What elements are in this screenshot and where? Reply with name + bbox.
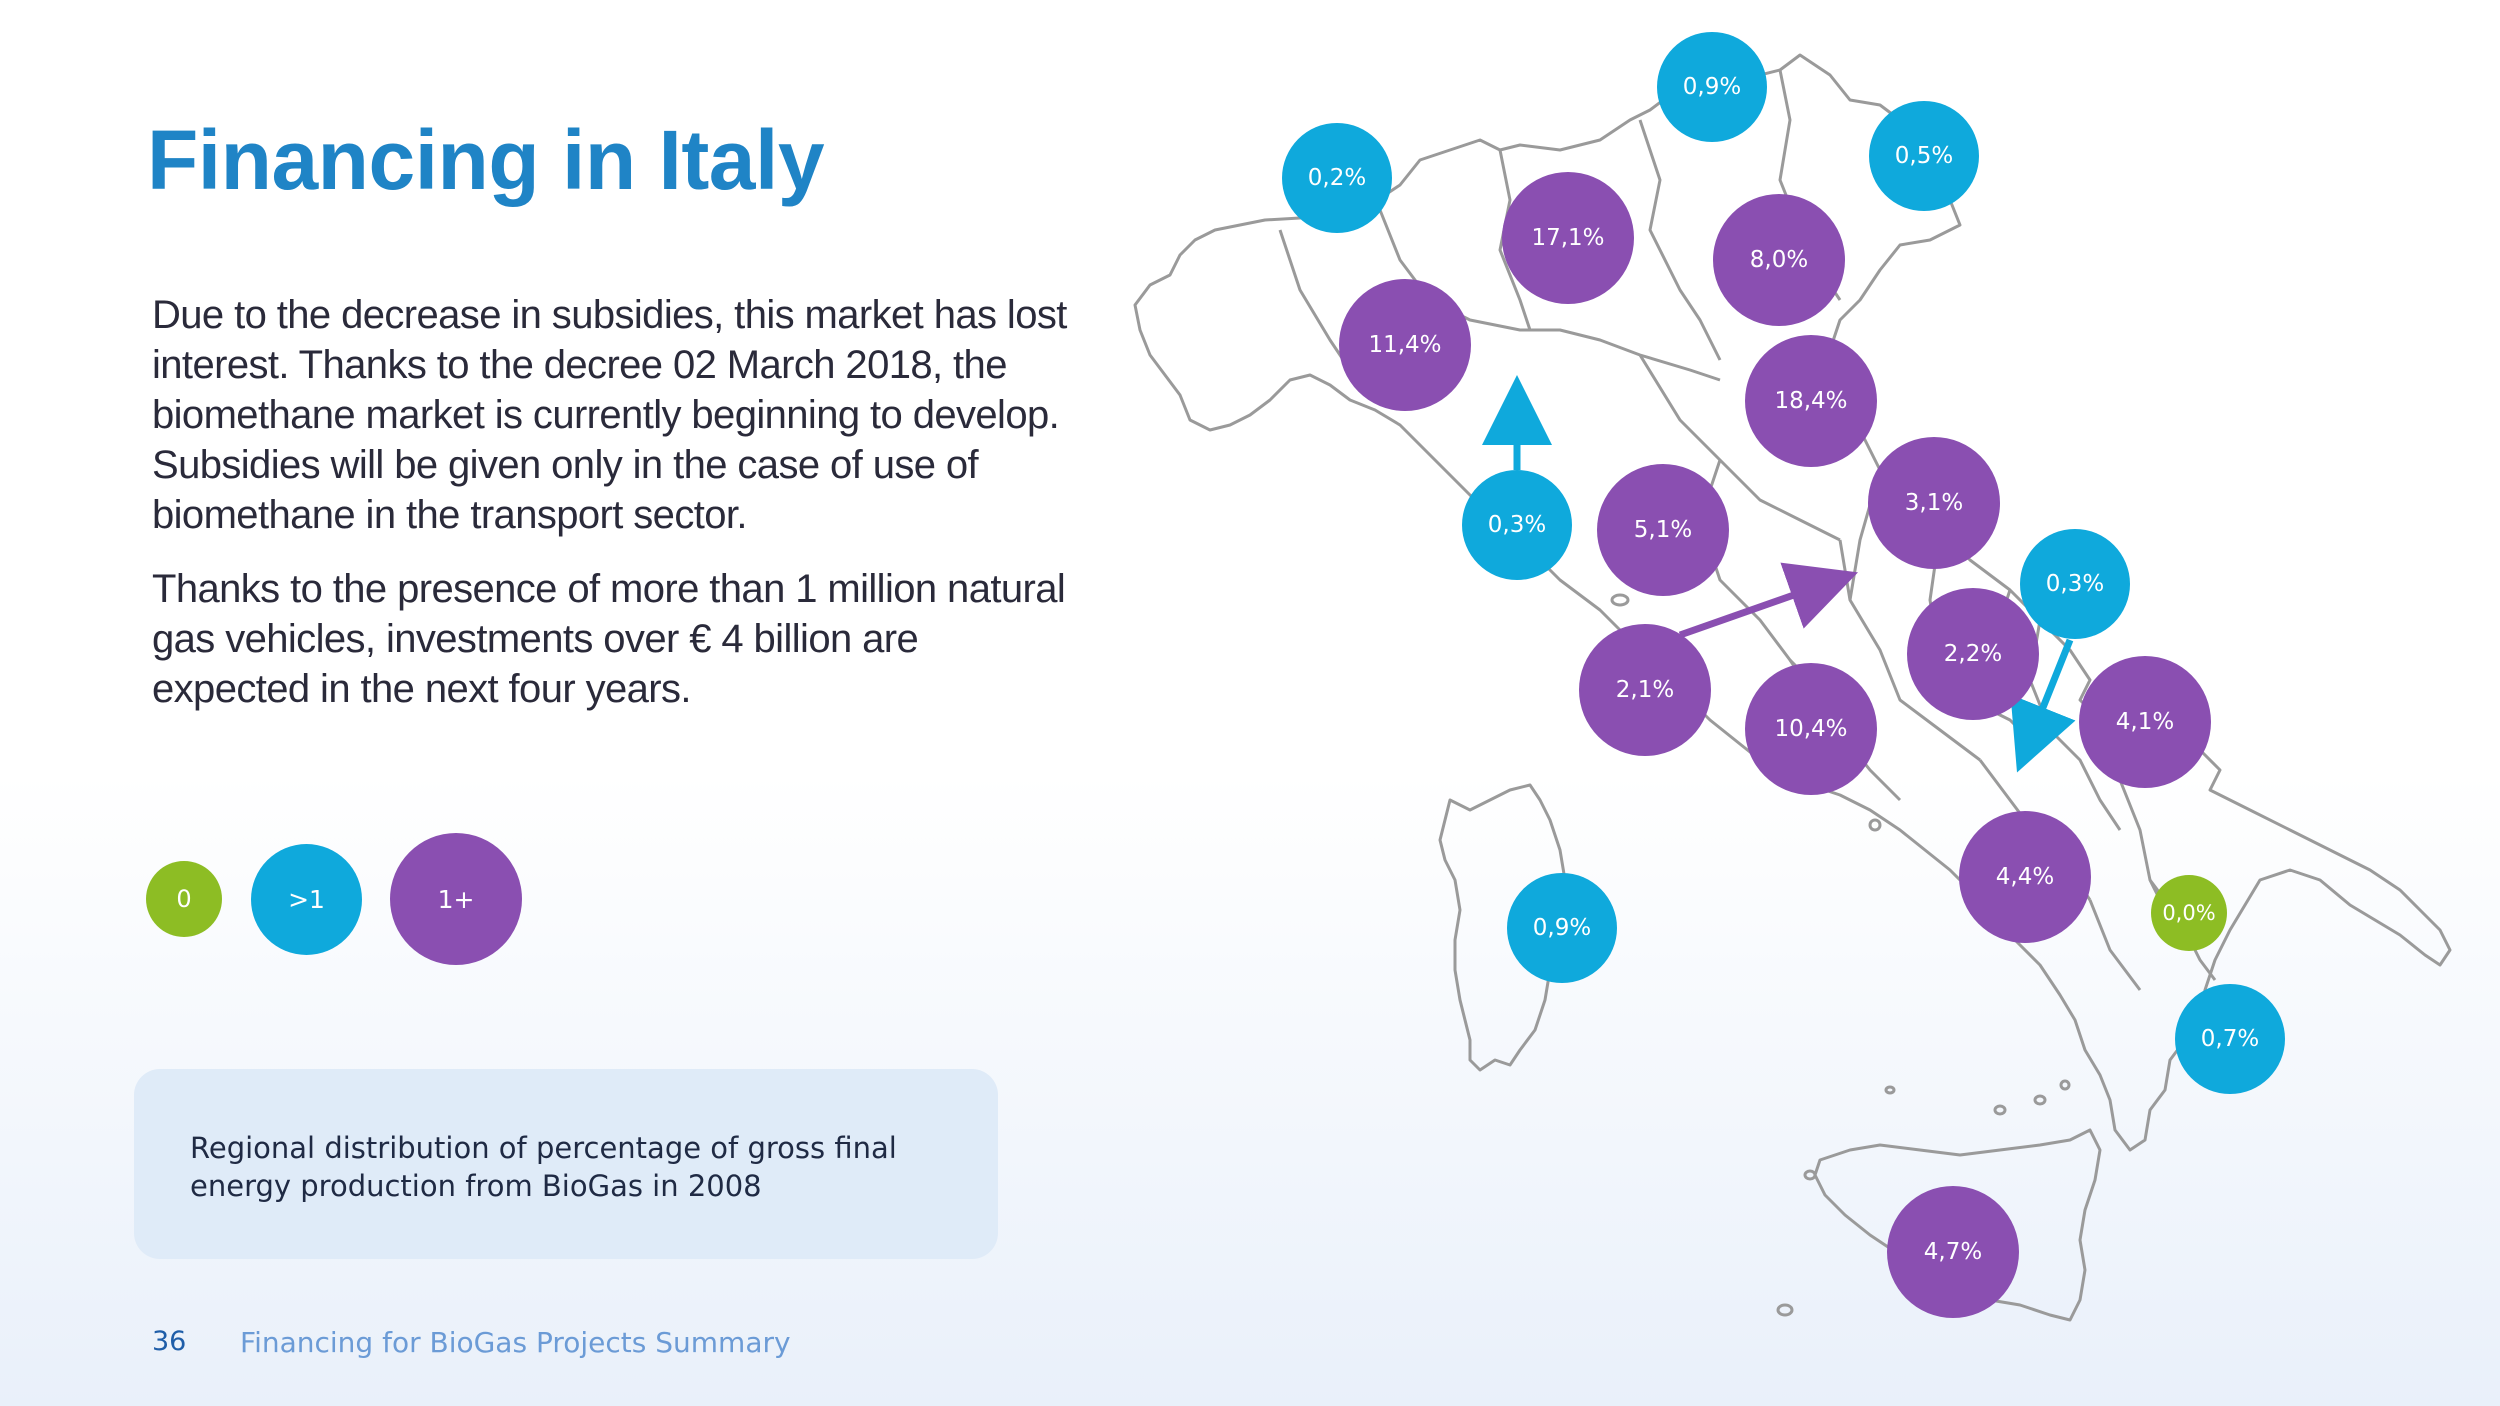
legend-high-label: 1+ [437,884,475,914]
paragraph-subsidies: Due to the decrease in subsidies, this m… [152,293,1067,537]
region-bubble-label: 8,0% [1750,247,1808,273]
region-bubble-label: 18,4% [1774,388,1847,414]
region-bubble [1745,663,1877,795]
region-bubble-label: 2,2% [1944,641,2002,667]
region-bubble-label: 0,0% [2162,901,2215,925]
region-bubble [1282,123,1392,233]
region-bubble-label: 5,1% [1634,517,1692,543]
region-bubble-label: 17,1% [1531,225,1604,251]
region-bubble [1887,1186,2019,1318]
region-bubble [1745,335,1877,467]
region-bubble-label: 10,4% [1774,716,1847,742]
legend-low-bubble: >1 [251,844,362,955]
region-bubble-label: 0,2% [1308,165,1366,191]
arrow-molise [2010,638,2076,773]
region-bubble-label: 4,7% [1924,1239,1982,1265]
legend-zero-label: 0 [176,885,192,913]
region-bubble [1713,194,1845,326]
region-bubble [1869,101,1979,211]
region-bubble-label: 4,4% [1996,864,2054,890]
region-bubble-label: 0,5% [1895,143,1953,169]
region-bubble [1657,32,1767,142]
region-bubble-label: 0,9% [1533,915,1591,941]
region-bubble-label: 3,1% [1905,490,1963,516]
region-bubble [1959,811,2091,943]
region-bubble [2151,875,2227,951]
region-arrows [1482,375,2076,773]
region-bubble-label: 11,4% [1368,332,1441,358]
region-bubble [1462,470,1572,580]
region-bubble [2175,984,2285,1094]
region-bubble-label: 0,3% [2046,571,2104,597]
region-bubble-label: 0,9% [1683,74,1741,100]
region-bubble-label: 0,3% [1488,512,1546,538]
page-title: Financing in Italy [147,113,825,207]
region-bubble [1579,624,1711,756]
region-bubble [1907,588,2039,720]
footer-title: Financing for BioGas Projects Summary [240,1326,791,1359]
legend-zero-bubble: 0 [146,861,222,937]
body-text: Due to the decrease in subsidies, this m… [152,290,1072,738]
region-bubble [2079,656,2211,788]
paragraph-investments: Thanks to the presence of more than 1 mi… [152,567,1066,711]
caption-box: Regional distribution of percentage of g… [134,1069,998,1259]
region-bubbles: 0,9% 0,2% 0,5% 17,1% 8,0% 11,4% 18,4% 0,… [1282,32,2285,1318]
region-bubble [1868,437,2000,569]
legend-low-label: >1 [288,885,325,914]
caption-text: Regional distribution of percentage of g… [190,1131,897,1203]
region-bubble [1597,464,1729,596]
region-bubble-label: 0,7% [2201,1026,2259,1052]
page-number: 36 [152,1326,187,1357]
arrow-umbria [1678,562,1859,639]
region-bubble [2020,529,2130,639]
region-bubble-label: 2,1% [1616,677,1674,703]
legend-high-bubble: 1+ [390,833,522,965]
region-bubble [1507,873,1617,983]
region-bubble [1339,279,1471,411]
region-bubble [1502,172,1634,304]
region-bubble-label: 4,1% [2116,709,2174,735]
